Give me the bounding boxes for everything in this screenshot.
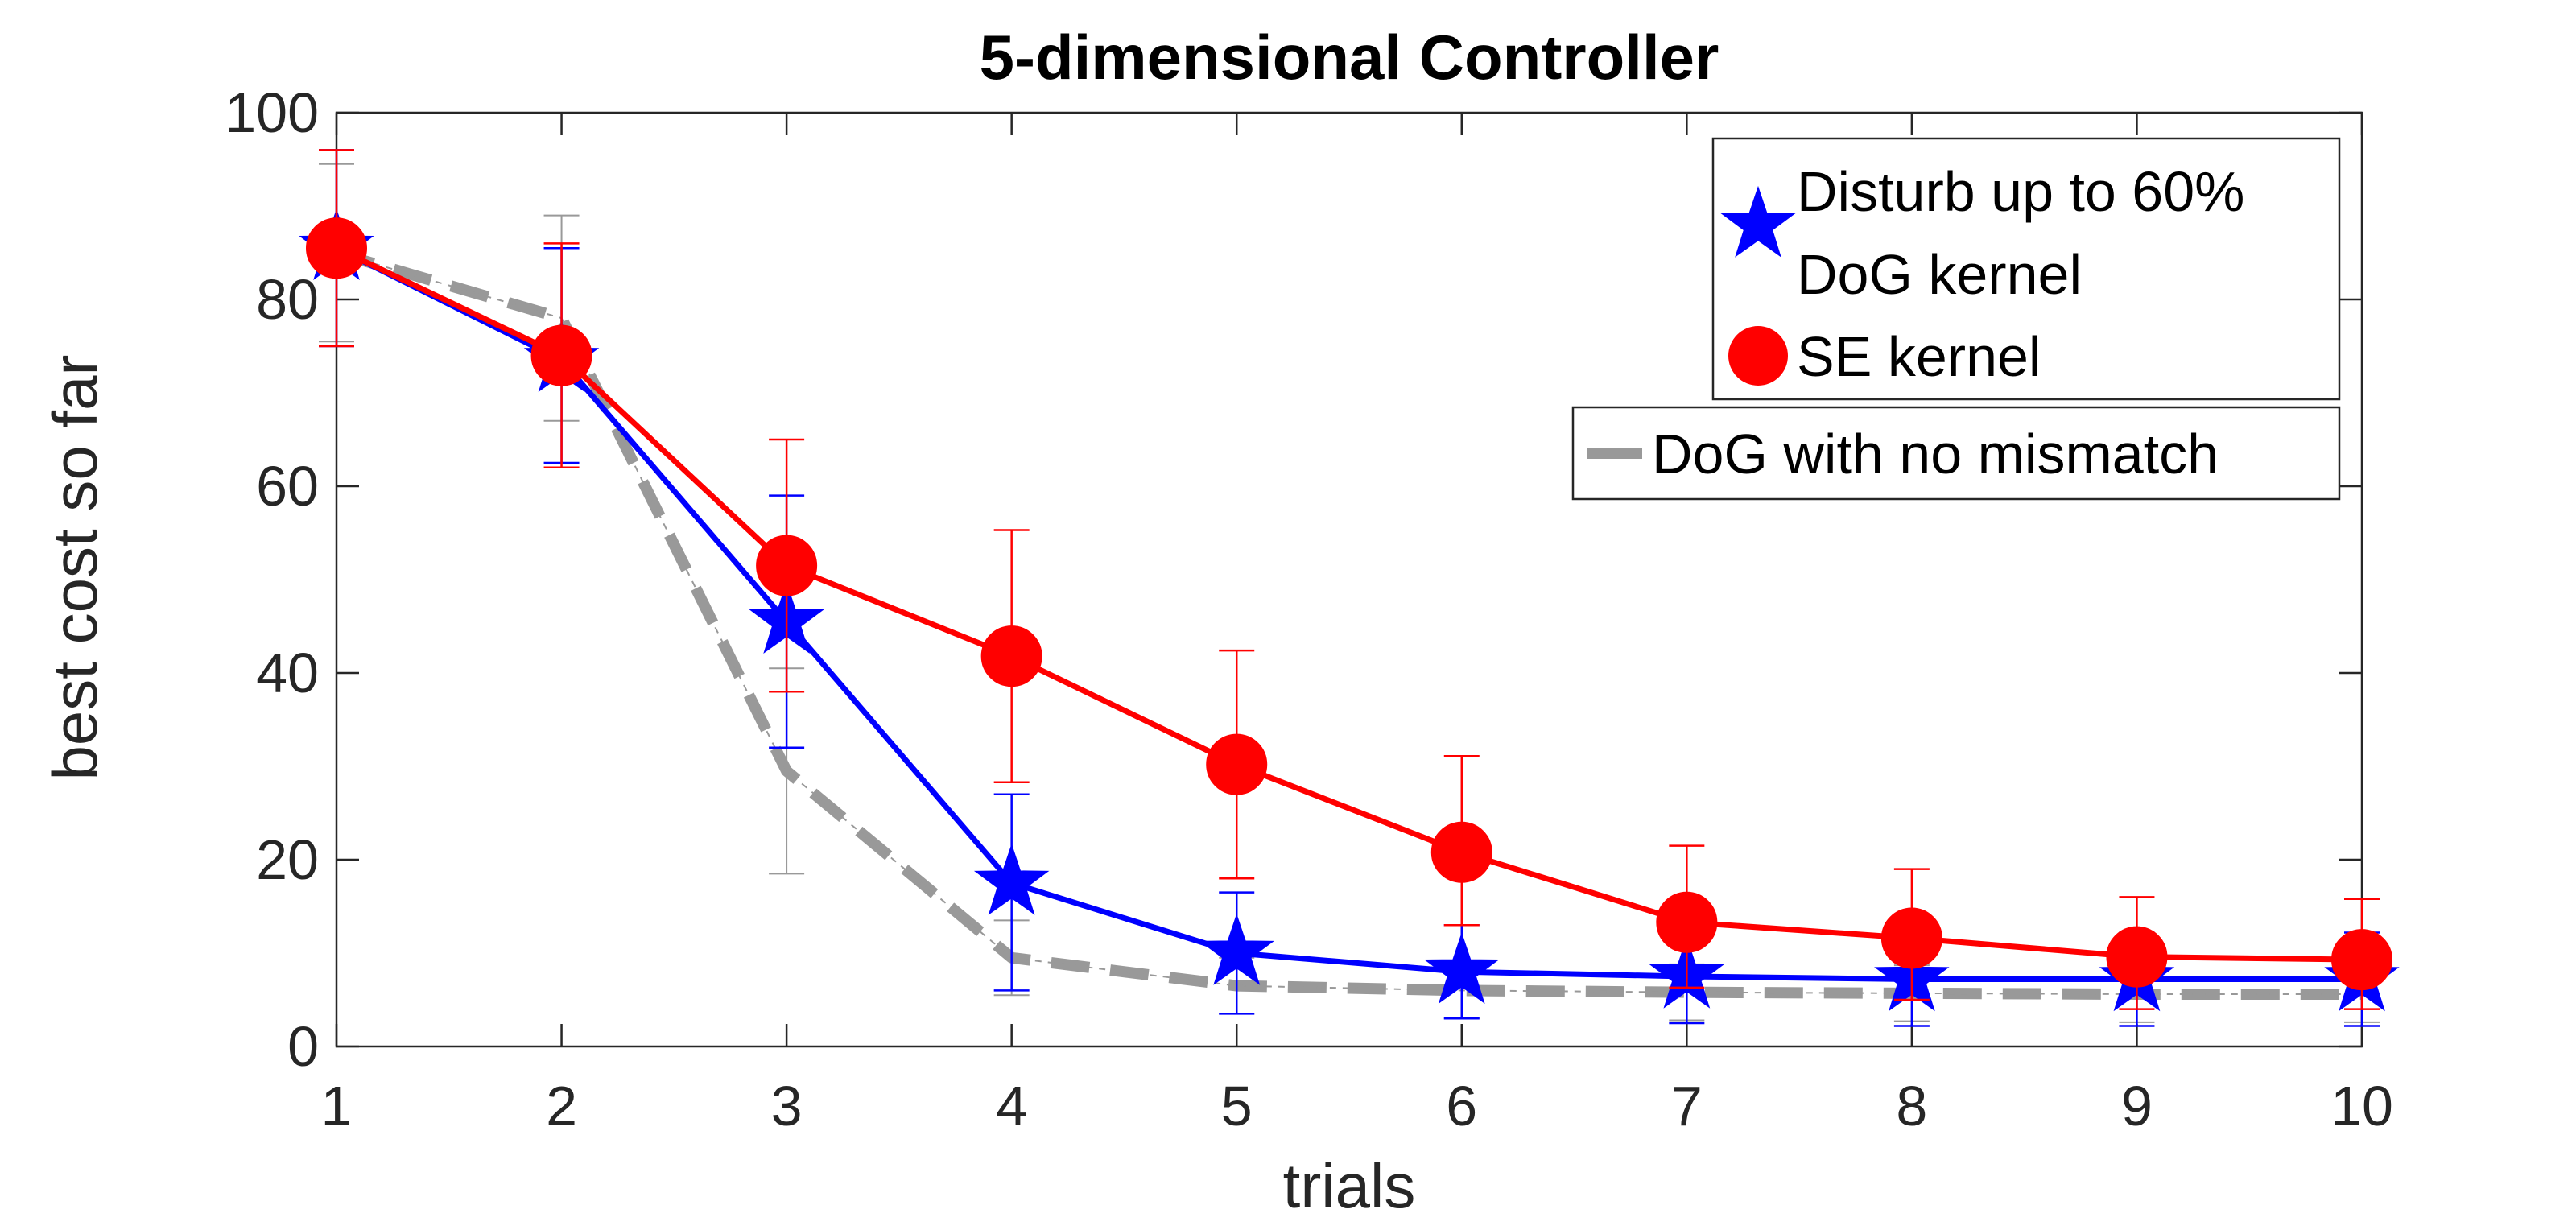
data-point: [1880, 907, 1942, 969]
legend-entry-label: SE kernel: [1797, 325, 2041, 388]
y-tick-label: 100: [225, 81, 319, 144]
data-point: [1430, 821, 1492, 883]
y-axis: 0 20 40 60 80 100: [225, 81, 2362, 1078]
plot-frame: [335, 111, 2363, 1048]
legend: Disturb up to 60% DoG kernel SE kernel DoG …: [1571, 137, 2341, 501]
legend-box-kernels: Disturb up to 60% DoG kernel SE kernel: [1711, 137, 2341, 401]
y-tick-label: 40: [256, 642, 319, 704]
data-point: [1656, 891, 1718, 953]
data-point: [1206, 733, 1268, 795]
legend-frame: [1711, 137, 2341, 401]
data-point: [756, 535, 818, 596]
series-layer: [299, 149, 2400, 1027]
plot-area: [335, 111, 2363, 1048]
y-axis-label: best cost so far: [39, 355, 110, 781]
x-tick-label: 9: [2121, 1075, 2153, 1137]
x-tick-label: 1: [321, 1075, 353, 1137]
data-point: [2331, 929, 2392, 991]
data-point: [1424, 932, 1500, 1004]
x-axis-label: trials: [1283, 1150, 1416, 1221]
y-tick-label: 80: [256, 268, 319, 331]
y-tick-label: 20: [256, 828, 319, 891]
x-tick-label: 4: [996, 1075, 1027, 1137]
series-line: [335, 246, 2363, 963]
data-point: [1199, 913, 1274, 985]
x-tick-label: 7: [1671, 1075, 1703, 1137]
legend-marker-circle: [1728, 326, 1788, 386]
legend-entry-label: Disturb up to 60%: [1797, 160, 2244, 223]
legend-entry-label: DoG kernel: [1797, 243, 2082, 306]
data-point: [980, 625, 1042, 687]
x-tick-label: 10: [2330, 1075, 2393, 1137]
x-tick-label: 5: [1221, 1075, 1253, 1137]
legend-box-baseline: DoG with no mismatch: [1571, 406, 2341, 501]
data-point: [2106, 926, 2168, 988]
x-axis: 1 2 3 4 5 6 7 8 9 10: [321, 113, 2393, 1137]
x-tick-label: 3: [771, 1075, 803, 1137]
x-tick-label: 2: [546, 1075, 577, 1137]
chart-title: 5-dimensional Controller: [980, 22, 1719, 93]
series-line: [335, 247, 2362, 1000]
series-se-kernel: [306, 149, 2392, 1010]
legend-entry-label: DoG with no mismatch: [1652, 423, 2219, 485]
x-tick-label: 8: [1896, 1075, 1927, 1137]
series-line: [335, 246, 2362, 982]
legend-frame: [1571, 406, 2341, 501]
data-point: [973, 843, 1050, 915]
data-point: [306, 217, 367, 279]
y-tick-label: 0: [287, 1015, 319, 1078]
y-tick-label: 60: [256, 455, 319, 518]
x-tick-label: 6: [1446, 1075, 1477, 1137]
data-point: [530, 324, 592, 386]
legend-marker-star: [1720, 185, 1796, 258]
